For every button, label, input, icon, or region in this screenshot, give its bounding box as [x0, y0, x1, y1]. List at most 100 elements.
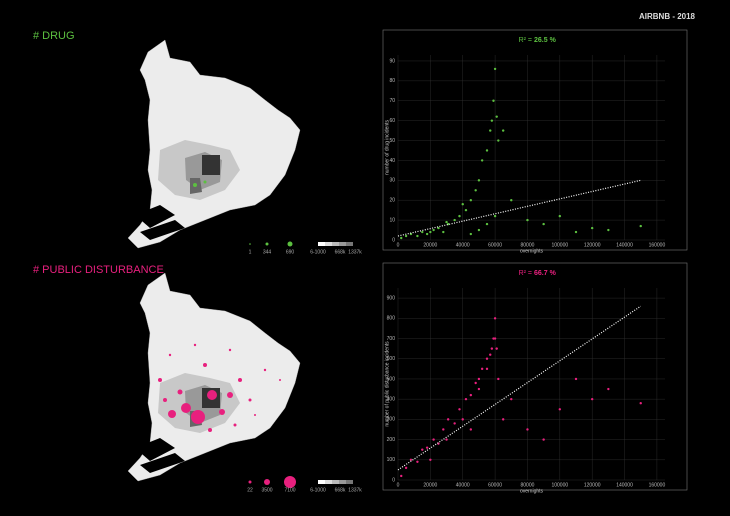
point [477, 179, 481, 182]
point [495, 347, 498, 350]
point [574, 230, 578, 234]
legend-label: 344 [263, 249, 272, 255]
legend-symbol [265, 242, 269, 246]
point [495, 115, 498, 118]
point [497, 377, 500, 381]
point [490, 119, 494, 122]
legend-swatch [339, 480, 346, 484]
point [485, 149, 489, 152]
r2-value: 26.5 % [534, 37, 557, 44]
legend-swatch [332, 480, 339, 484]
r2-label: R² = [519, 37, 532, 44]
point [469, 428, 473, 431]
y-tick-label: 600 [387, 356, 396, 362]
point [400, 474, 403, 478]
legend-symbol [249, 243, 251, 245]
x-axis-label: overnights [520, 488, 544, 494]
y-tick-label: 300 [387, 417, 396, 423]
point [469, 393, 473, 397]
legend-swatch [318, 242, 325, 246]
point [453, 218, 456, 222]
legend-label: 7100 [284, 487, 295, 493]
point [461, 418, 464, 421]
legend-swatch [339, 242, 346, 246]
map-marker [193, 183, 197, 187]
section-heading: # PUBLIC DISTURBANCE [33, 264, 164, 276]
point [409, 458, 413, 461]
legend-swatch [325, 242, 332, 246]
x-tick-label: 40000 [456, 482, 470, 488]
y-tick-label: 800 [387, 316, 396, 322]
point [485, 367, 489, 371]
point [497, 139, 500, 142]
point [510, 199, 513, 202]
legend-label: 1 [249, 249, 252, 255]
legend-label: 668k [335, 487, 346, 493]
x-tick-label: 160000 [649, 242, 666, 248]
y-axis-label: number of drug incidents [384, 119, 390, 175]
point [558, 214, 562, 218]
point [489, 353, 492, 356]
point [607, 228, 610, 232]
point [485, 357, 489, 360]
point [404, 466, 408, 470]
point [474, 189, 477, 192]
legend-symbol [287, 241, 293, 247]
legend-label: 1337k [348, 249, 362, 255]
point [490, 347, 494, 350]
legend-swatch [346, 242, 353, 246]
y-tick-label: 40 [389, 158, 395, 164]
point [432, 438, 435, 441]
point [458, 408, 461, 411]
point [442, 230, 445, 234]
y-tick-label: 400 [387, 396, 396, 402]
point [485, 222, 489, 226]
y-tick-label: 0 [392, 237, 395, 243]
point [501, 129, 505, 132]
r2-value: 66.7 % [534, 270, 557, 277]
x-tick-label: 100000 [551, 242, 568, 248]
x-tick-label: 80000 [521, 482, 535, 488]
x-tick-label: 80000 [521, 242, 535, 248]
point [425, 232, 429, 236]
legend-label: 6-1000 [310, 487, 326, 493]
y-tick-label: 90 [389, 58, 395, 64]
map-disturbance [127, 272, 301, 482]
map-markers [158, 343, 281, 432]
point [464, 397, 468, 401]
point [400, 236, 403, 240]
x-tick-label: 140000 [616, 482, 633, 488]
point [639, 402, 642, 405]
point [542, 222, 545, 226]
page-title: AIRBNB - 2018 [639, 12, 696, 21]
legend-label: 6-1000 [310, 249, 326, 255]
point [526, 218, 529, 222]
r2-label: R² = [519, 270, 532, 277]
map-marker [203, 180, 207, 184]
y-tick-label: 100 [387, 457, 396, 463]
point [464, 208, 468, 212]
y-tick-label: 20 [389, 198, 395, 204]
point [542, 438, 545, 441]
legend-swatch [318, 480, 325, 484]
point [432, 228, 435, 232]
x-tick-label: 40000 [456, 242, 470, 248]
section-heading: # DRUG [33, 30, 75, 42]
point [442, 428, 445, 431]
y-tick-label: 0 [392, 477, 395, 483]
y-tick-label: 10 [389, 217, 395, 223]
y-tick-label: 30 [389, 178, 395, 184]
x-tick-label: 60000 [488, 482, 502, 488]
point [493, 67, 497, 71]
y-axis-label: number of public disturbance incidents [384, 341, 390, 427]
point [477, 228, 481, 232]
legend-swatch [325, 480, 332, 484]
legend-label: 668k [335, 249, 346, 255]
point [477, 387, 481, 391]
point [558, 408, 562, 411]
point [489, 129, 492, 132]
x-tick-label: 140000 [616, 242, 633, 248]
point [416, 234, 419, 238]
point [477, 377, 481, 381]
point [458, 214, 461, 218]
